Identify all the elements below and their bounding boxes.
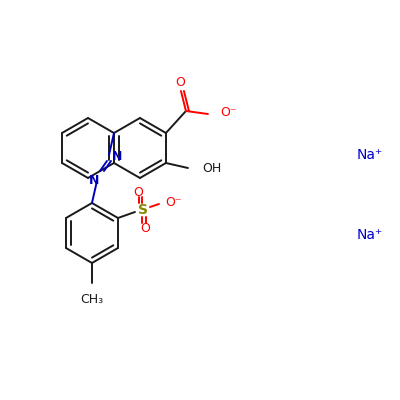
Text: S: S	[138, 203, 148, 217]
Text: O⁻: O⁻	[220, 106, 236, 118]
Text: O: O	[140, 222, 150, 234]
Text: O: O	[175, 76, 185, 90]
Text: OH: OH	[202, 162, 221, 174]
Text: N: N	[89, 174, 99, 188]
Text: N: N	[112, 150, 122, 164]
Text: O⁻: O⁻	[165, 196, 182, 208]
Text: Na⁺: Na⁺	[357, 228, 383, 242]
Text: Na⁺: Na⁺	[357, 148, 383, 162]
Text: CH₃: CH₃	[80, 293, 104, 306]
Text: O: O	[133, 186, 143, 198]
